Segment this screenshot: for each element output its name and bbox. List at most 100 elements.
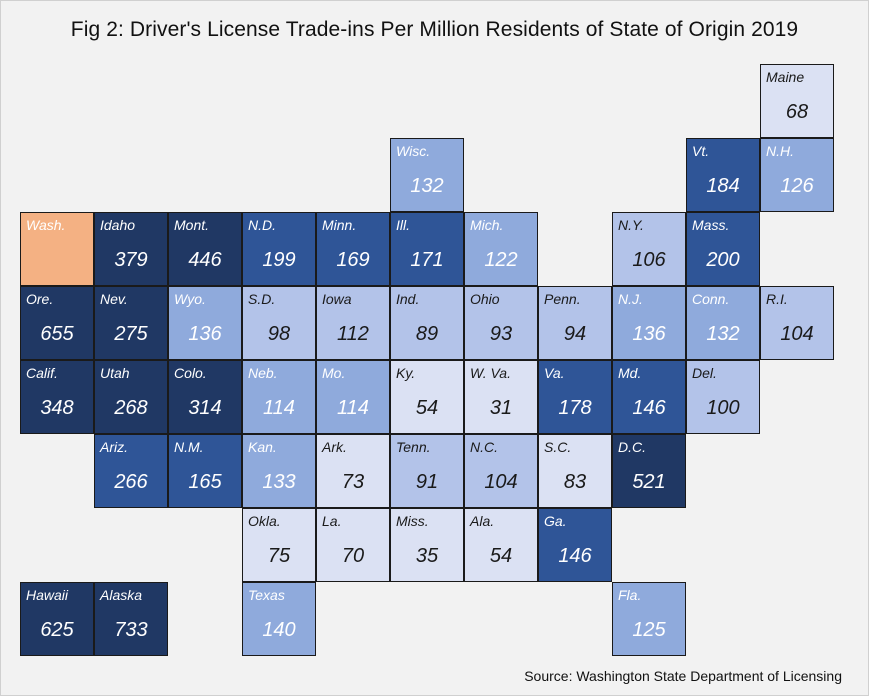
state-tile-ga: Ga. 146 — [538, 508, 612, 582]
state-value: 171 — [410, 249, 444, 271]
state-tile-utah: Utah 268 — [94, 360, 168, 434]
state-label: Ill. — [396, 217, 410, 233]
state-value: 733 — [114, 619, 148, 641]
state-label: Okla. — [248, 513, 281, 529]
state-value: 133 — [262, 471, 296, 493]
state-value: 200 — [706, 249, 740, 271]
state-label: Conn. — [692, 291, 730, 307]
state-value: 70 — [341, 545, 365, 567]
state-label: Nev. — [100, 291, 128, 307]
state-label: Maine — [766, 69, 805, 85]
state-label: Kan. — [248, 439, 277, 455]
state-value: 75 — [267, 545, 291, 567]
state-label: N.D. — [248, 217, 276, 233]
state-label: Tenn. — [396, 439, 431, 455]
state-label: Wyo. — [174, 291, 206, 307]
state-tile-idaho: Idaho 379 — [94, 212, 168, 286]
state-label: N.J. — [618, 291, 643, 307]
state-tile-fla: Fla. 125 — [612, 582, 686, 656]
state-label: Va. — [544, 365, 565, 381]
state-tile-s-d: S.D. 98 — [242, 286, 316, 360]
state-value: 199 — [262, 249, 296, 271]
state-label: N.M. — [174, 439, 204, 455]
state-tile-nev: Nev. 275 — [94, 286, 168, 360]
state-label: Ark. — [322, 439, 347, 455]
state-tile-miss: Miss. 35 — [390, 508, 464, 582]
state-tile-ky: Ky. 54 — [390, 360, 464, 434]
chart-title: Fig 2: Driver's License Trade-ins Per Mi… — [70, 18, 799, 41]
state-value: 83 — [563, 471, 587, 493]
state-value: 132 — [410, 175, 444, 197]
state-label: Mich. — [470, 217, 504, 233]
state-tile-ill: Ill. 171 — [390, 212, 464, 286]
state-label: Alaska — [100, 587, 143, 603]
state-tile-ark: Ark. 73 — [316, 434, 390, 508]
state-label: Fla. — [618, 587, 642, 603]
state-label: Mass. — [692, 217, 730, 233]
state-label: Miss. — [396, 513, 429, 529]
state-value: 112 — [337, 323, 369, 345]
state-value: 98 — [267, 323, 291, 345]
state-value: 314 — [188, 397, 222, 419]
state-label: Ga. — [544, 513, 567, 529]
state-value: 104 — [484, 471, 518, 493]
state-value: 275 — [114, 323, 148, 345]
state-tile-n-c: N.C. 104 — [464, 434, 538, 508]
state-label: Mo. — [322, 365, 346, 381]
state-label: Mont. — [174, 217, 210, 233]
state-tile-calif: Calif. 348 — [20, 360, 94, 434]
state-tile-n-y: N.Y. 106 — [612, 212, 686, 286]
state-value: 125 — [632, 619, 666, 641]
state-label: Ala. — [470, 513, 495, 529]
state-value: 655 — [40, 323, 74, 345]
state-tile-mo: Mo. 114 — [316, 360, 390, 434]
state-tile-mont: Mont. 446 — [168, 212, 242, 286]
state-tile-texas: Texas 140 — [242, 582, 316, 656]
state-value: 91 — [415, 471, 439, 493]
state-tile-penn: Penn. 94 — [538, 286, 612, 360]
state-tile-conn: Conn. 132 — [686, 286, 760, 360]
state-tile-okla: Okla. 75 — [242, 508, 316, 582]
state-label: Ariz. — [100, 439, 128, 455]
state-value: 169 — [336, 249, 370, 271]
state-label: Md. — [618, 365, 642, 381]
state-label: Iowa — [322, 291, 352, 307]
state-tile-n-j: N.J. 136 — [612, 286, 686, 360]
state-value: 136 — [632, 323, 666, 345]
state-value: 73 — [341, 471, 365, 493]
state-tile-wash: Wash. — [20, 212, 94, 286]
state-label: S.D. — [248, 291, 276, 307]
state-label: Utah — [100, 365, 130, 381]
state-value: 379 — [114, 249, 148, 271]
state-tile-va: Va. 178 — [538, 360, 612, 434]
state-value: 89 — [415, 323, 439, 345]
state-value: 266 — [114, 471, 148, 493]
state-label: N.Y. — [618, 217, 644, 233]
state-tile-n-h: N.H. 126 — [760, 138, 834, 212]
state-tile-s-c: S.C. 83 — [538, 434, 612, 508]
state-label: Hawaii — [26, 587, 69, 603]
state-value: 93 — [489, 323, 513, 345]
state-value: 106 — [632, 249, 666, 271]
state-label: Penn. — [544, 291, 581, 307]
state-tile-la: La. 70 — [316, 508, 390, 582]
state-label: N.C. — [470, 439, 498, 455]
state-tile-ore: Ore. 655 — [20, 286, 94, 360]
state-label: Minn. — [322, 217, 357, 233]
state-value: 122 — [484, 249, 518, 271]
state-label: N.H. — [766, 143, 794, 159]
state-tile-colo: Colo. 314 — [168, 360, 242, 434]
state-value: 165 — [188, 471, 222, 493]
state-tile-r-i: R.I. 104 — [760, 286, 834, 360]
state-tile-neb: Neb. 114 — [242, 360, 316, 434]
state-value: 348 — [40, 397, 74, 419]
state-value: 31 — [489, 397, 513, 419]
state-tile-tenn: Tenn. 91 — [390, 434, 464, 508]
state-tile-vt: Vt. 184 — [686, 138, 760, 212]
state-value: 146 — [558, 545, 592, 567]
state-value: 132 — [706, 323, 740, 345]
state-value: 114 — [337, 397, 369, 419]
state-tile-hawaii: Hawaii 625 — [20, 582, 94, 656]
state-tile-n-m: N.M. 165 — [168, 434, 242, 508]
